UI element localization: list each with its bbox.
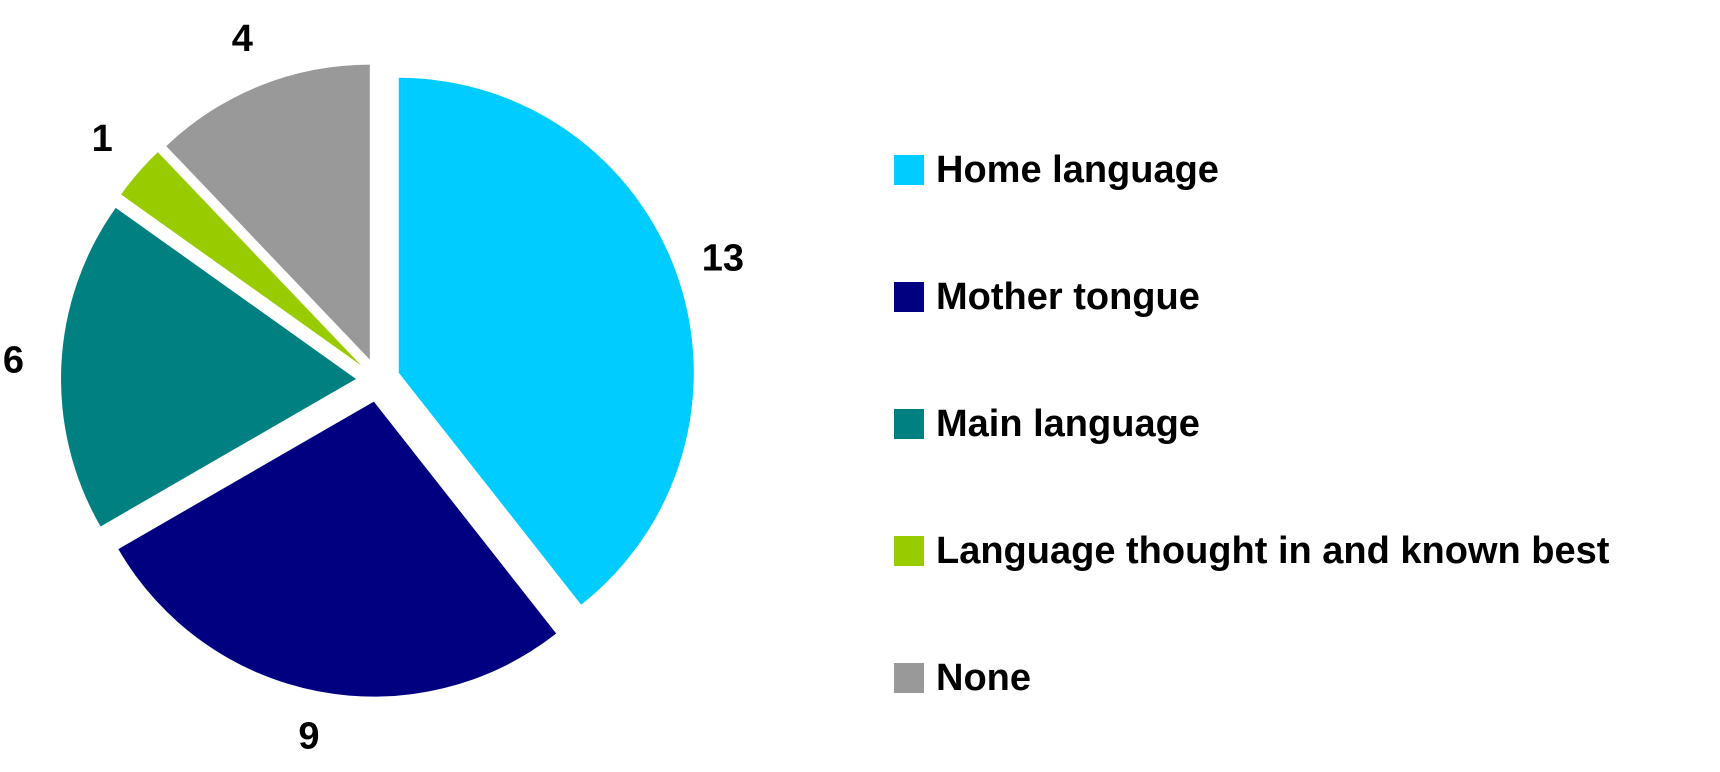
legend-label: Language thought in and known best [936,530,1610,572]
pie-slice [166,64,370,360]
pie-slice [118,401,557,697]
legend-label: Mother tongue [936,276,1200,318]
data-label: 6 [3,340,24,382]
legend-label: Main language [936,403,1200,445]
legend-swatch [894,536,924,566]
legend-label: None [936,657,1031,699]
legend-swatch [894,409,924,439]
legend-label: Home language [936,149,1219,191]
pie-slice [61,207,357,527]
legend-swatch [894,282,924,312]
data-label: 13 [702,238,744,280]
pie-slice [398,77,694,605]
pie-slice [121,152,362,366]
data-label: 9 [298,715,319,757]
data-label: 1 [92,118,113,160]
legend-swatch [894,155,924,185]
legend-swatch [894,663,924,693]
data-label: 4 [232,18,253,60]
